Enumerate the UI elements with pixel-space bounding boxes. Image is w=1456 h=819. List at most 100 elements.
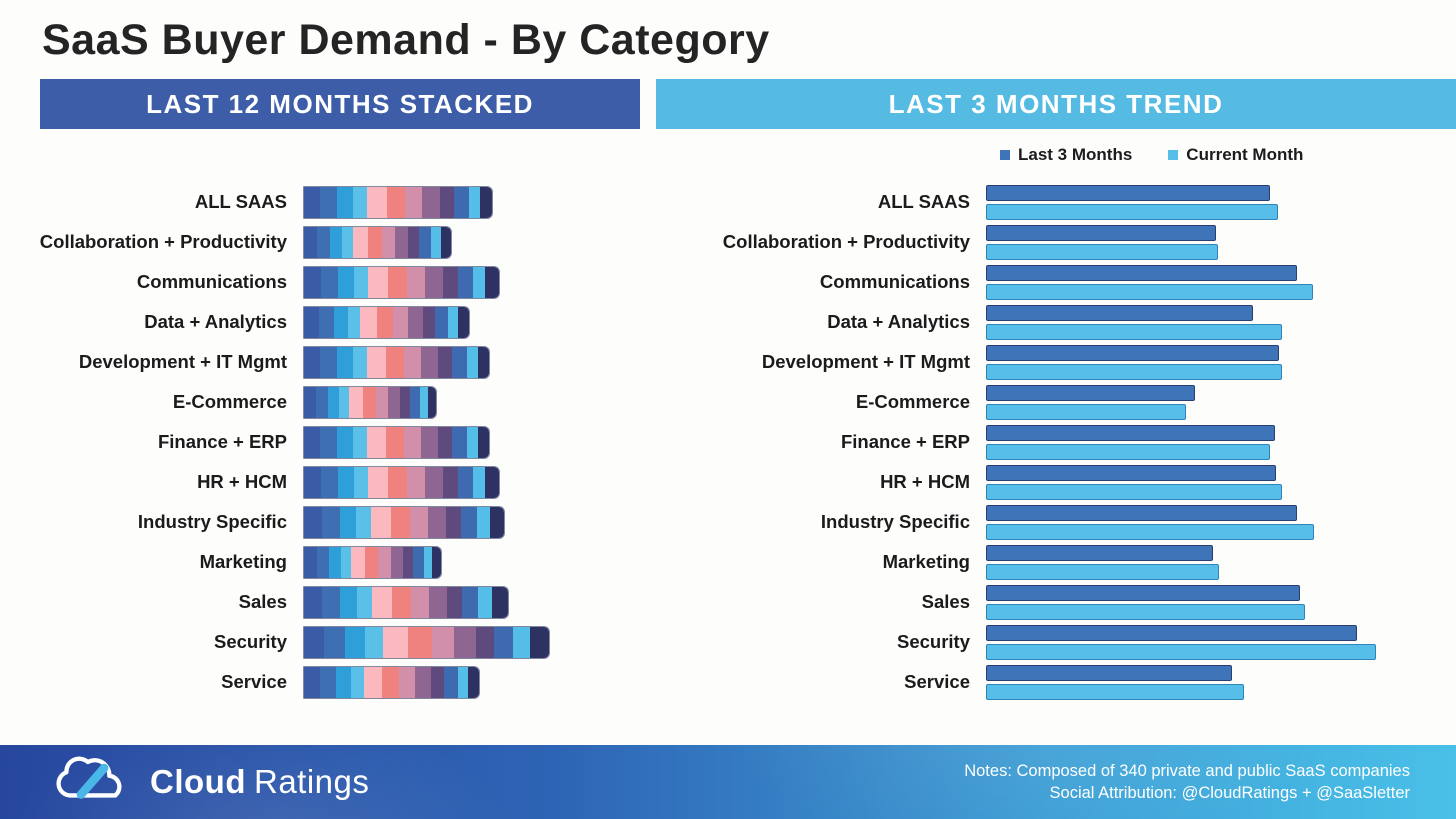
bar-pair bbox=[986, 224, 1426, 260]
month-segment bbox=[411, 586, 429, 618]
month-segment bbox=[356, 506, 371, 538]
category-label: E-Commerce bbox=[855, 391, 970, 412]
month-segment bbox=[319, 306, 334, 338]
month-segment bbox=[391, 546, 403, 578]
month-segment bbox=[454, 186, 469, 218]
current-month-bar bbox=[986, 443, 1270, 460]
month-segment bbox=[336, 666, 351, 698]
stacked-bar bbox=[303, 545, 442, 579]
month-segment bbox=[383, 626, 408, 658]
bar-area bbox=[303, 265, 603, 299]
category-label: Security bbox=[896, 631, 970, 652]
month-segment bbox=[382, 666, 399, 698]
brand-name-bold: Cloud bbox=[150, 763, 246, 800]
month-segment bbox=[353, 346, 367, 378]
bar-area bbox=[303, 665, 603, 699]
legend-item: Current Month bbox=[1168, 145, 1303, 165]
month-segment bbox=[349, 386, 363, 418]
month-segment bbox=[367, 186, 387, 218]
category-label: Development + IT Mgmt bbox=[761, 351, 970, 372]
month-segment bbox=[446, 506, 461, 538]
month-segment bbox=[478, 426, 489, 458]
bar-pair bbox=[986, 264, 1426, 300]
chart-row: Marketing bbox=[656, 542, 1456, 582]
month-segment bbox=[469, 186, 480, 218]
month-segment bbox=[320, 346, 337, 378]
chart-row: Sales bbox=[656, 582, 1456, 622]
bar-area bbox=[303, 185, 603, 219]
bar-area bbox=[986, 384, 1426, 420]
month-segment bbox=[477, 506, 490, 538]
month-segment bbox=[429, 586, 447, 618]
month-segment bbox=[473, 266, 485, 298]
month-segment bbox=[492, 586, 508, 618]
bar-pair bbox=[986, 464, 1426, 500]
month-segment bbox=[473, 466, 485, 498]
month-segment bbox=[367, 346, 386, 378]
month-segment bbox=[320, 426, 337, 458]
current-month-bar bbox=[986, 603, 1305, 620]
month-segment bbox=[478, 346, 489, 378]
month-segment bbox=[388, 266, 407, 298]
month-segment bbox=[367, 426, 386, 458]
bar-pair bbox=[986, 344, 1426, 380]
legend: Last 3 Months Current Month bbox=[656, 144, 1456, 166]
bar-area bbox=[986, 624, 1426, 660]
chart-row: HR + HCM bbox=[0, 462, 656, 502]
month-segment bbox=[351, 666, 364, 698]
month-segment bbox=[405, 186, 422, 218]
month-segment bbox=[324, 626, 345, 658]
month-segment bbox=[420, 386, 428, 418]
month-segment bbox=[395, 226, 408, 258]
month-segment bbox=[404, 346, 421, 378]
bar-area bbox=[303, 545, 603, 579]
month-segment bbox=[467, 346, 478, 378]
month-segment bbox=[304, 586, 322, 618]
stacked-bar bbox=[303, 185, 493, 219]
month-segment bbox=[435, 306, 448, 338]
category-label: HR + HCM bbox=[880, 471, 970, 492]
category-label: ALL SAAS bbox=[877, 191, 970, 212]
month-segment bbox=[322, 506, 340, 538]
month-segment bbox=[415, 666, 431, 698]
current-month-bar bbox=[986, 363, 1282, 380]
month-segment bbox=[422, 186, 440, 218]
month-segment bbox=[452, 426, 467, 458]
month-segment bbox=[365, 546, 378, 578]
chart-row: Finance + ERP bbox=[656, 422, 1456, 462]
stacked-bar bbox=[303, 625, 550, 659]
month-segment bbox=[425, 466, 443, 498]
month-segment bbox=[428, 506, 446, 538]
chart-row: Marketing bbox=[0, 542, 656, 582]
category-label: Marketing bbox=[199, 551, 287, 572]
month-segment bbox=[403, 546, 413, 578]
bar-pair bbox=[986, 584, 1426, 620]
bar-area bbox=[303, 465, 603, 499]
month-segment bbox=[304, 426, 320, 458]
current-month-bar bbox=[986, 523, 1314, 540]
bar-pair bbox=[986, 424, 1426, 460]
legend-label: Current Month bbox=[1186, 145, 1304, 164]
chart-row: Development + IT Mgmt bbox=[0, 342, 656, 382]
category-label: Data + Analytics bbox=[827, 311, 970, 332]
month-segment bbox=[304, 506, 322, 538]
month-segment bbox=[371, 506, 391, 538]
month-segment bbox=[348, 306, 360, 338]
legend-swatch bbox=[1168, 150, 1179, 160]
legend-item: Last 3 Months bbox=[1000, 145, 1132, 165]
chart-row: Data + Analytics bbox=[0, 302, 656, 342]
current-month-bar bbox=[986, 403, 1186, 420]
month-segment bbox=[441, 226, 451, 258]
stacked-bar bbox=[303, 305, 470, 339]
month-segment bbox=[421, 426, 438, 458]
month-segment bbox=[513, 626, 530, 658]
month-segment bbox=[423, 306, 435, 338]
month-segment bbox=[393, 306, 408, 338]
month-segment bbox=[304, 666, 320, 698]
category-label: Collaboration + Productivity bbox=[39, 231, 287, 252]
chart-row: Development + IT Mgmt bbox=[656, 342, 1456, 382]
month-segment bbox=[408, 226, 419, 258]
month-segment bbox=[480, 186, 492, 218]
stacked-bar bbox=[303, 425, 490, 459]
month-segment bbox=[494, 626, 513, 658]
